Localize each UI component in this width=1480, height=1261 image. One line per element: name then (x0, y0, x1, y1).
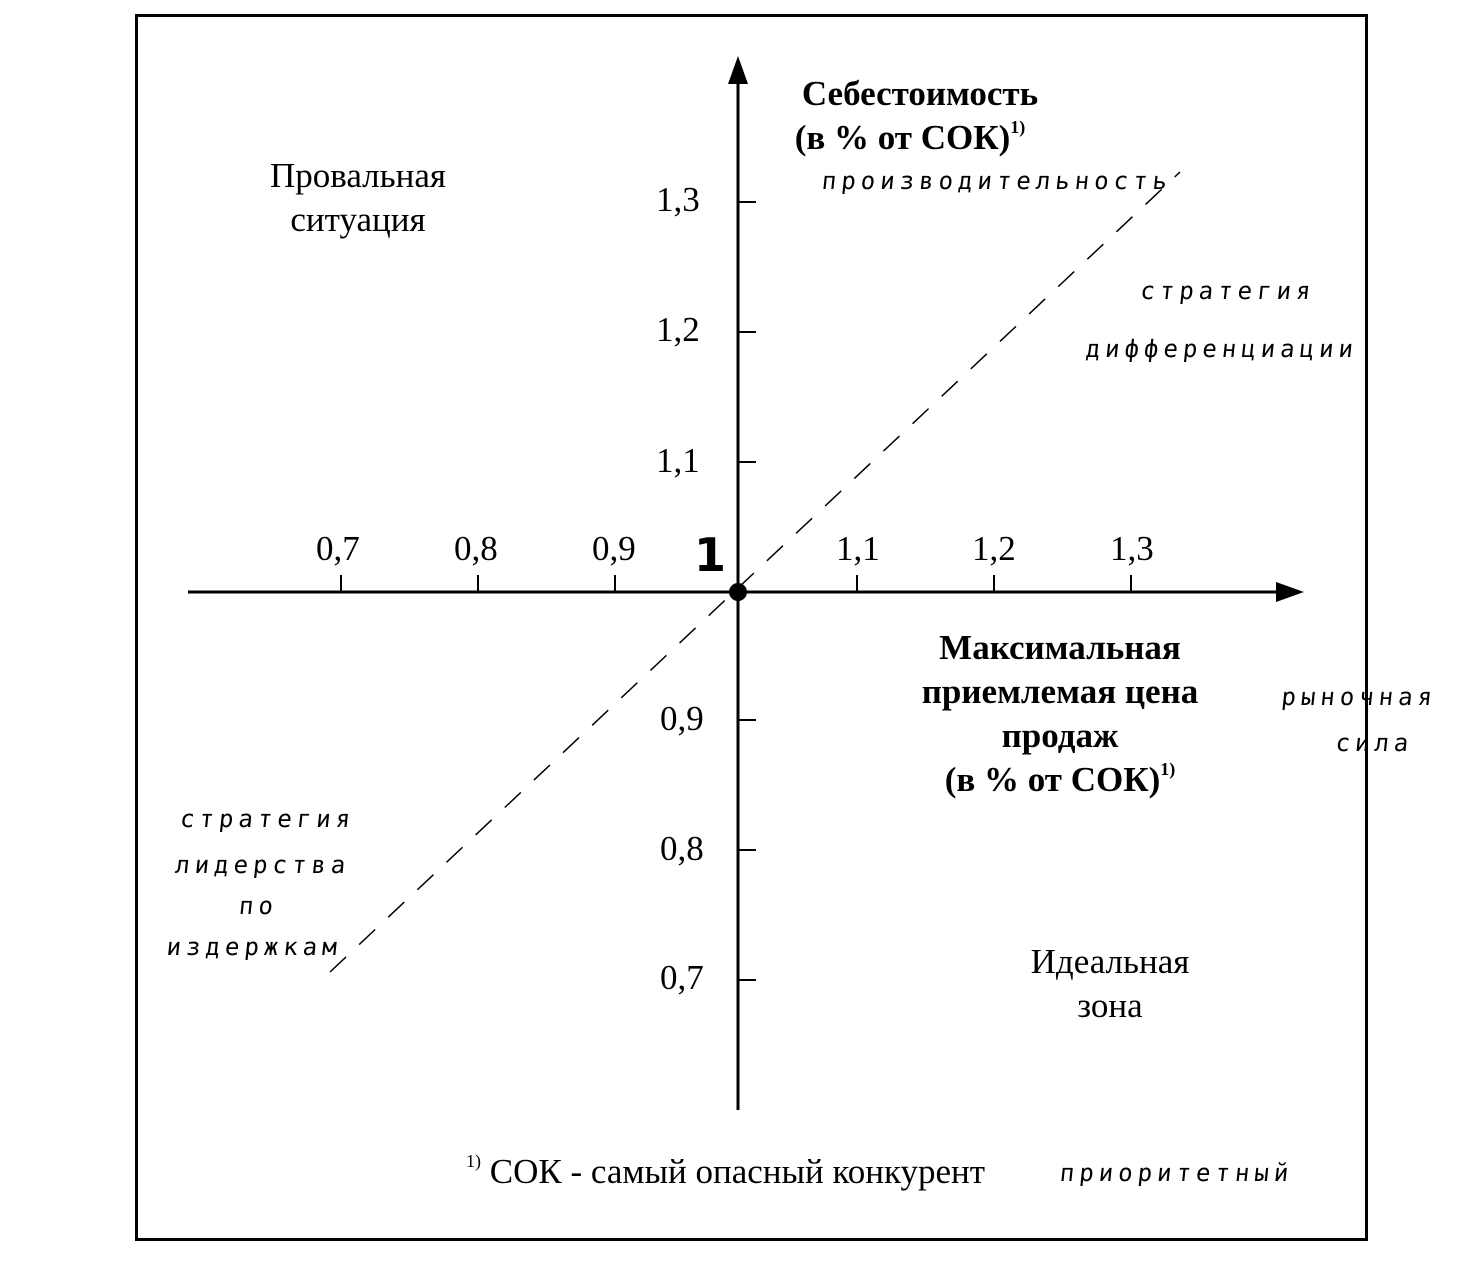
handwritten-productivity: производительность (820, 167, 1174, 195)
y-tick-label: 0,9 (660, 699, 704, 738)
y-tick-label: 0,7 (660, 958, 704, 997)
x-tick-label: 1,3 (1110, 529, 1154, 568)
handwritten-line: стратегия (178, 805, 357, 833)
zone-failure-line: ситуация (290, 200, 426, 239)
y-tick-label: 0,8 (660, 829, 704, 868)
origin-point (729, 583, 747, 601)
handwritten-line: дифференциации (1084, 335, 1360, 363)
zone-failure: Провальная ситуация (238, 154, 478, 242)
zone-failure-line: Провальная (270, 156, 446, 195)
handwritten-priority: приоритетный (1058, 1159, 1295, 1187)
parity-diagonal-line (329, 171, 1181, 973)
x-axis-subtitle-text: (в % от СОК) (944, 760, 1161, 799)
footnote-marker: 1) (466, 1151, 481, 1171)
x-tick-label: 1,2 (972, 529, 1016, 568)
handwritten-line: сила (1334, 729, 1415, 757)
handwritten-differentiation: стратегия дифференциации (1065, 268, 1386, 372)
y-axis-subtitle: (в % от СОК)1) (760, 116, 1060, 160)
zone-ideal: Идеальная зона (1000, 940, 1220, 1028)
x-tick-label: 0,8 (454, 529, 498, 568)
footnote-text: СОК - самый опасный конкурент (489, 1152, 986, 1191)
handwritten-line: рыночная (1280, 683, 1439, 711)
handwritten-line: издержкам (165, 933, 344, 961)
diagram-frame (135, 14, 1368, 1241)
y-axis-footnote-marker: 1) (1010, 117, 1026, 137)
footnote: 1) СОК - самый опасный конкурент (466, 1150, 985, 1194)
x-axis-title-line: продаж (1001, 716, 1119, 755)
x-axis-title-line: приемлемая цена (921, 672, 1199, 711)
handwritten-line: по (237, 892, 280, 920)
handwritten-line: лидерства (173, 851, 352, 879)
x-tick-label: 0,9 (592, 529, 636, 568)
y-tick-label: 1,3 (656, 180, 700, 219)
y-axis-title: Себестоимость (760, 72, 1080, 116)
zone-ideal-line: Идеальная (1030, 942, 1190, 981)
x-tick-label: 1,1 (836, 529, 880, 568)
zone-ideal-line: зона (1077, 986, 1143, 1025)
x-tick-label: 0,7 (316, 529, 360, 568)
x-axis-subtitle: (в % от СОК)1) (880, 758, 1240, 802)
handwritten-market-power: рыночная сила (1257, 674, 1457, 766)
x-axis-arrow (1276, 582, 1304, 602)
y-tick-label: 1,2 (656, 310, 700, 349)
y-axis-title-text: Себестоимость (801, 74, 1039, 113)
handwritten-cost-leadership: стратегия лидерства по издержкам (137, 796, 385, 970)
origin-label: 1 (694, 528, 727, 582)
y-axis-subtitle-text: (в % от СОК) (794, 118, 1011, 157)
y-axis-arrow (728, 56, 748, 84)
x-axis-title: Максимальная приемлемая цена продаж (в %… (880, 626, 1240, 802)
x-axis-title-line: Максимальная (939, 628, 1181, 667)
handwritten-line: стратегия (1139, 277, 1318, 305)
y-tick-label: 1,1 (656, 441, 700, 480)
x-axis-footnote-marker: 1) (1160, 759, 1176, 779)
